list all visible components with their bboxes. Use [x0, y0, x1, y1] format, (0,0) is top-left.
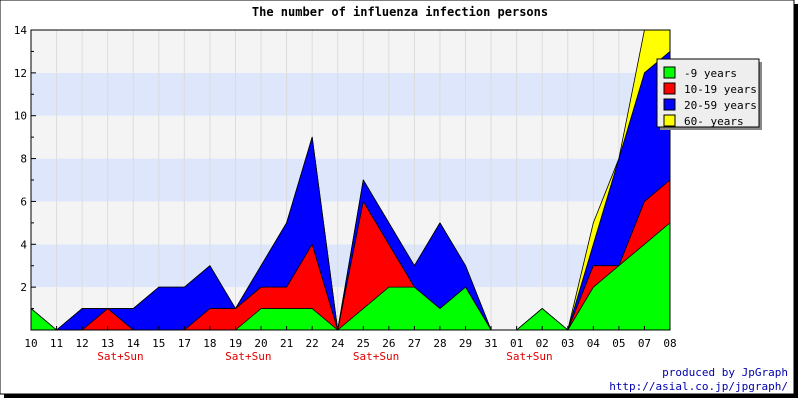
ytick-label-4: 4: [20, 238, 27, 251]
xtick-label-19: 01: [510, 337, 523, 350]
xtick-label-11: 22: [306, 337, 319, 350]
legend-label-2: 20-59 years: [684, 99, 757, 112]
ytick-label-2: 2: [20, 281, 27, 294]
xtick-label-22: 04: [587, 337, 601, 350]
xtick-label-15: 27: [408, 337, 421, 350]
xtick-label-13: 25: [357, 337, 370, 350]
xtick-label-10: 21: [280, 337, 293, 350]
band-12: [31, 30, 670, 73]
band-6: [31, 158, 670, 202]
chart-title: The number of influenza infection person…: [252, 5, 548, 19]
credit-line-2: http://asial.co.jp/jpgraph/: [609, 380, 788, 393]
xtick-label-21: 03: [561, 337, 574, 350]
weekend-label-19: Sat+Sun: [506, 350, 552, 363]
x-tick-labels: 10 11 12 13 14 15 17 18 19 20 21 22 24 25 26 27 28 29 31 01…: [24, 337, 676, 350]
legend-label-1: 10-19 years: [684, 83, 757, 96]
xtick-label-0: 10: [24, 337, 37, 350]
legend-label-3: 60- years: [684, 115, 744, 128]
weekend-label-13: Sat+Sun: [353, 350, 399, 363]
xtick-label-1: 11: [50, 337, 63, 350]
xtick-label-2: 12: [75, 337, 88, 350]
xtick-label-4: 14: [127, 337, 141, 350]
xtick-label-5: 15: [152, 337, 165, 350]
legend-swatch-3: [663, 114, 676, 127]
xtick-label-3: 13: [101, 337, 114, 350]
xtick-label-23: 05: [612, 337, 625, 350]
band-8: [31, 115, 670, 159]
legend-swatch-2: [663, 98, 676, 111]
xtick-label-20: 02: [536, 337, 549, 350]
band-10: [31, 72, 670, 116]
xtick-label-8: 19: [229, 337, 242, 350]
legend-swatch-0: [663, 66, 676, 79]
xtick-label-25: 08: [663, 337, 676, 350]
xtick-label-16: 28: [433, 337, 446, 350]
y-tick-labels: 2 4 6 8 10 12 14: [14, 24, 28, 294]
xtick-label-12: 24: [331, 337, 345, 350]
weekend-label-3: Sat+Sun: [97, 350, 143, 363]
ytick-label-12: 12: [14, 67, 27, 80]
credit-line-1: produced by JpGraph: [662, 366, 788, 379]
xtick-label-9: 20: [254, 337, 267, 350]
xtick-label-7: 18: [203, 337, 216, 350]
legend: -9 years 10-19 years 20-59 years 60- years: [656, 58, 762, 130]
ytick-label-8: 8: [20, 153, 27, 166]
ytick-label-10: 10: [14, 110, 27, 123]
xtick-label-17: 29: [459, 337, 472, 350]
band-4: [31, 201, 670, 245]
xtick-label-18: 31: [484, 337, 497, 350]
weekend-labels: Sat+Sun Sat+Sun Sat+Sun Sat+Sun: [97, 350, 552, 363]
legend-swatch-1: [663, 82, 676, 95]
xtick-label-14: 26: [382, 337, 395, 350]
legend-label-0: -9 years: [684, 67, 737, 80]
xtick-label-24: 07: [638, 337, 651, 350]
ytick-label-14: 14: [14, 24, 28, 37]
weekend-label-8: Sat+Sun: [225, 350, 271, 363]
plot-areas: [30, 29, 671, 331]
xtick-label-6: 17: [178, 337, 191, 350]
plot-axes: [30, 29, 671, 331]
ytick-label-6: 6: [20, 195, 27, 208]
